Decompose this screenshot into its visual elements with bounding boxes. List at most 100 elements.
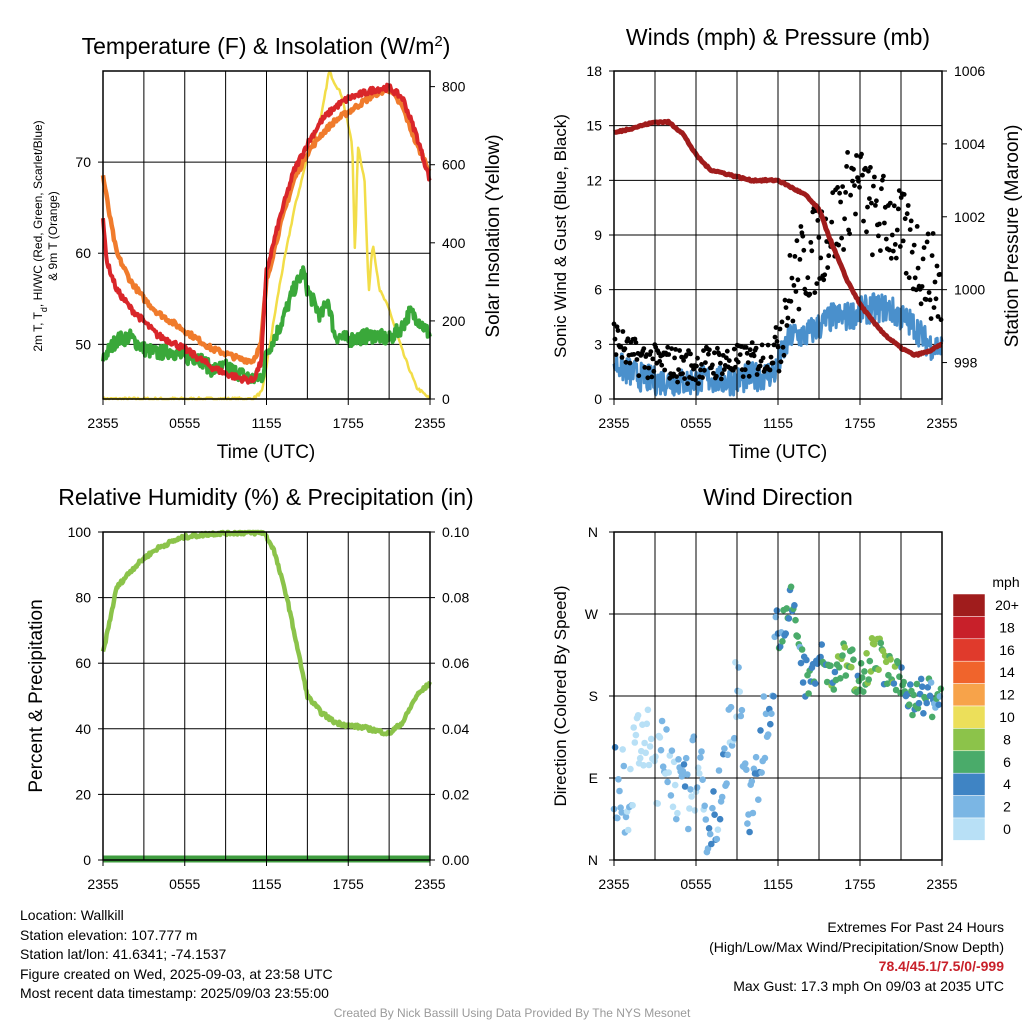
winds-ytick-label-right: 1006 — [954, 63, 985, 79]
direction-point — [755, 796, 762, 803]
gust-point — [744, 350, 750, 356]
gust-point — [614, 324, 620, 330]
direction-point — [779, 638, 786, 645]
gust-point — [710, 362, 715, 368]
direction-point — [693, 784, 701, 791]
humidity-ytick-label: 60 — [75, 655, 91, 671]
direction-point — [849, 646, 856, 653]
recent-text: Most recent data timestamp: 2025/09/03 2… — [20, 985, 329, 1001]
direction-point — [877, 639, 885, 647]
gust-point — [848, 192, 853, 198]
direction-point — [875, 666, 882, 673]
gust-point — [841, 247, 846, 252]
direction-point — [741, 760, 749, 767]
gust-point — [703, 360, 708, 365]
direction-point — [619, 746, 626, 753]
direction-point — [924, 684, 932, 691]
direction-point — [616, 787, 623, 795]
gust-point — [706, 351, 711, 357]
gust-point — [732, 364, 738, 370]
direction-point — [629, 802, 636, 809]
gust-point — [757, 363, 763, 369]
gust-point — [814, 281, 820, 286]
gust-point — [907, 227, 913, 233]
direction-ytick-label: N — [588, 852, 598, 868]
temperature-ytick-label-right: 200 — [442, 313, 466, 329]
temperature-ytick-label: 60 — [75, 245, 91, 261]
gust-point — [712, 350, 717, 356]
direction-point — [772, 613, 780, 621]
gust-point — [930, 231, 936, 236]
direction-point — [699, 776, 706, 783]
direction-point — [818, 641, 825, 648]
gust-point — [776, 368, 782, 374]
gust-point — [682, 376, 687, 381]
legend-swatch — [952, 683, 986, 707]
direction-point — [917, 675, 925, 683]
humidity-ylabel-left: Percent & Precipitation — [26, 599, 47, 792]
direction-point — [698, 748, 705, 755]
direction-point — [715, 767, 723, 774]
legend-label: 4 — [1003, 776, 1011, 792]
gust-point — [905, 203, 911, 208]
temperature-ylabel-left: 2m T, Td, HI/WC (Red, Green, Scarlet/Blu… — [31, 120, 49, 351]
gust-point — [646, 365, 652, 371]
direction-point — [861, 668, 868, 675]
gust-point — [793, 289, 799, 294]
gust-point — [874, 198, 879, 204]
gust-point — [902, 216, 908, 222]
gust-point — [798, 224, 804, 229]
direction-point — [787, 583, 795, 591]
direction-point — [841, 644, 848, 651]
direction-point — [937, 685, 945, 693]
gust-point — [780, 344, 786, 350]
gust-point — [876, 233, 881, 239]
gust-point — [753, 345, 759, 351]
gust-point — [731, 346, 737, 352]
gust-point — [904, 211, 910, 217]
direction-point — [667, 792, 675, 799]
gust-point — [677, 348, 682, 353]
direction-point — [923, 699, 930, 707]
gust-point — [622, 346, 628, 352]
gust-point — [642, 365, 648, 370]
direction-xtick-label: 0555 — [680, 876, 711, 892]
direction-point — [773, 607, 781, 614]
direction-point — [913, 680, 921, 688]
direction-point — [713, 835, 721, 843]
winds-ytick-label-right: 1002 — [954, 209, 985, 225]
direction-point — [642, 749, 649, 757]
winds-ytick-label: 15 — [586, 118, 602, 134]
direction-point — [837, 675, 844, 682]
gust-point — [711, 370, 716, 376]
temperature-xtick-label: 0555 — [169, 415, 200, 431]
direction-point — [928, 713, 936, 721]
winds-ytick-label: 6 — [594, 282, 602, 298]
extremes-legend: (High/Low/Max Wind/Precipitation/Snow De… — [709, 938, 1004, 955]
gust-point — [718, 376, 724, 382]
legend-label: 6 — [1003, 754, 1011, 770]
direction-point — [694, 764, 702, 772]
direction-point — [671, 781, 679, 789]
direction-point — [758, 769, 765, 776]
gust-point — [619, 355, 625, 360]
gust-point — [840, 184, 845, 190]
gust-point — [746, 373, 752, 379]
gust-point — [852, 183, 857, 189]
direction-point — [738, 706, 746, 714]
legend-title: mph — [992, 574, 1019, 590]
gust-point — [866, 168, 871, 174]
winds-ytick-label: 3 — [594, 336, 602, 352]
direction-point — [884, 680, 891, 687]
direction-point — [657, 746, 665, 754]
gust-point — [618, 344, 624, 350]
direction-point — [910, 691, 917, 699]
legend-label: 18 — [999, 619, 1015, 635]
gust-point — [676, 367, 681, 372]
direction-point — [736, 688, 743, 695]
direction-point — [646, 743, 654, 750]
direction-xtick-label: 2355 — [926, 876, 957, 892]
humidity-ytick-label: 100 — [68, 524, 92, 540]
direction-point — [794, 633, 801, 640]
gust-point — [641, 346, 647, 351]
